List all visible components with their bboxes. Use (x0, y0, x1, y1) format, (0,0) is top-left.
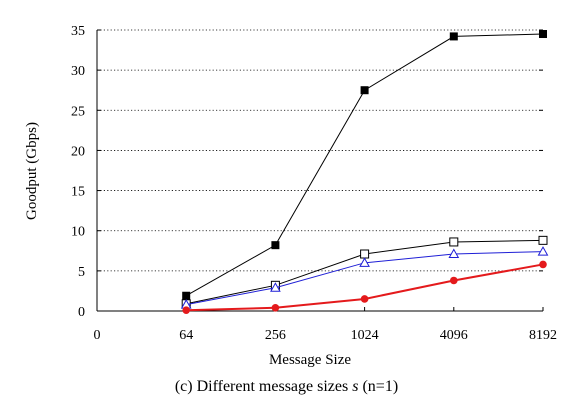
series-1-point-8192 (539, 30, 547, 39)
y-axis-title: Goodput (Gbps) (24, 122, 40, 220)
caption-prefix: (c) Different message sizes (174, 378, 353, 395)
x-axis-title: Message Size (269, 352, 351, 368)
y-tick-label-15: 15 (71, 185, 85, 200)
y-tick-label-35: 35 (71, 24, 85, 39)
x-tick-label-8192: 8192 (529, 328, 557, 343)
x-tick-label-256: 256 (265, 328, 286, 343)
series-4-line (186, 263, 544, 312)
y-ticks: 0 5 10 15 20 25 30 35 (71, 24, 543, 320)
series-1-point-256 (271, 241, 280, 250)
x-tick-label-0: 0 (94, 328, 101, 343)
series-1 (182, 30, 547, 300)
x-tick-label-1024: 1024 (351, 328, 379, 343)
y-tick-label-0: 0 (78, 305, 85, 320)
series-2-point-1024 (360, 249, 370, 259)
axes (96, 30, 543, 312)
x-tick-label-64: 64 (179, 328, 193, 343)
series-4-point-64 (182, 306, 190, 314)
y-tick-label-30: 30 (71, 64, 85, 79)
series-3-point-8192 (537, 246, 549, 256)
series-4-point-8192 (539, 260, 547, 269)
y-tick-label-25: 25 (71, 104, 85, 119)
series-group (180, 30, 549, 314)
series-4-point-1024 (360, 295, 369, 303)
series-2-point-4096 (449, 237, 459, 247)
series-1-point-1024 (360, 86, 369, 95)
series-3-point-1024 (359, 257, 370, 267)
series-1-point-4096 (449, 32, 458, 41)
caption-variable: s (352, 378, 359, 395)
caption-suffix: (n=1) (358, 378, 399, 395)
series-3-point-4096 (448, 248, 460, 258)
series-3-point-256 (270, 282, 281, 292)
series-4-point-256 (271, 303, 280, 312)
series-2-point-8192 (538, 235, 548, 245)
y-tick-label-20: 20 (71, 144, 85, 159)
y-tick-label-10: 10 (71, 225, 85, 240)
x-tick-label-4096: 4096 (440, 328, 468, 343)
y-tick-label-5: 5 (78, 265, 85, 280)
figure-caption: (c) Different message sizes s (n=1) (0, 378, 573, 396)
grid-lines (97, 29, 543, 272)
goodput-chart: 0 5 10 15 20 25 30 35 0 64 256 1024 4096 8192 Messag… (24, 24, 557, 368)
series-4 (182, 260, 547, 314)
series-4-point-4096 (450, 276, 458, 285)
series-1-point-64 (182, 291, 191, 300)
x-ticks: 0 64 256 1024 4096 8192 (94, 307, 557, 343)
